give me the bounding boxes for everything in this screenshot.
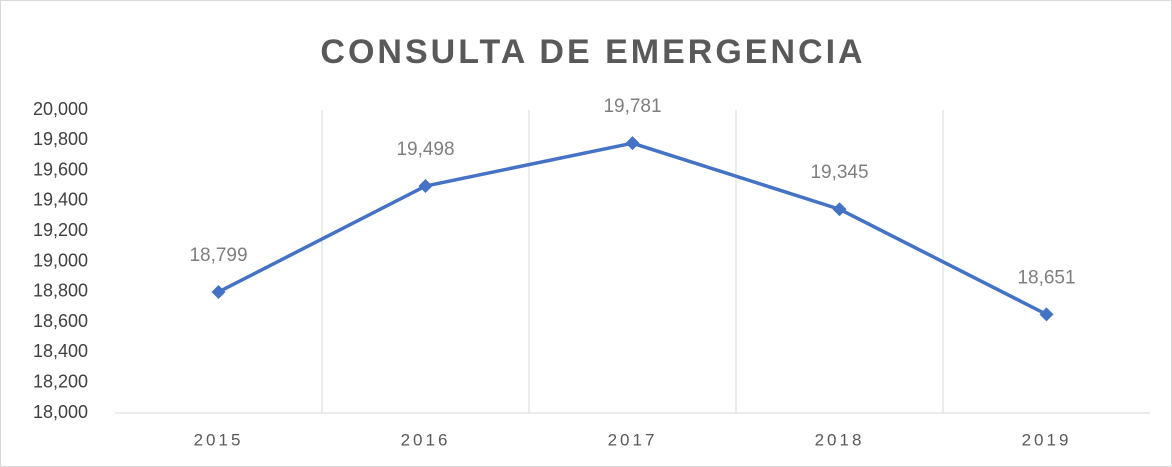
y-tick-label: 18,600	[33, 311, 88, 331]
x-tick-label: 2016	[401, 430, 451, 449]
y-tick-label: 19,400	[33, 190, 88, 210]
data-label: 18,651	[1017, 267, 1075, 288]
x-tick-label: 2017	[608, 430, 658, 449]
marker	[832, 202, 847, 217]
marker	[418, 179, 433, 194]
marker	[1039, 307, 1054, 322]
y-tick-label: 18,400	[33, 341, 88, 361]
x-tick-label: 2015	[194, 430, 244, 449]
marker	[211, 284, 226, 299]
data-label: 18,799	[189, 245, 247, 266]
data-label: 19,498	[396, 139, 454, 160]
y-tick-label: 19,600	[33, 159, 88, 179]
data-label: 19,781	[603, 96, 661, 117]
y-tick-label: 18,000	[33, 402, 88, 422]
y-tick-label: 19,000	[33, 250, 88, 270]
chart-title: CONSULTA DE EMERGENCIA	[320, 33, 865, 71]
data-label: 19,345	[810, 162, 868, 183]
y-tick-label: 18,200	[33, 371, 88, 391]
x-tick-label: 2018	[815, 430, 865, 449]
y-tick-label: 19,800	[33, 129, 88, 149]
y-tick-label: 18,800	[33, 281, 88, 301]
y-tick-label: 20,000	[33, 99, 88, 119]
marker	[625, 136, 640, 151]
y-tick-label: 19,200	[33, 220, 88, 240]
x-tick-label: 2019	[1022, 430, 1072, 449]
